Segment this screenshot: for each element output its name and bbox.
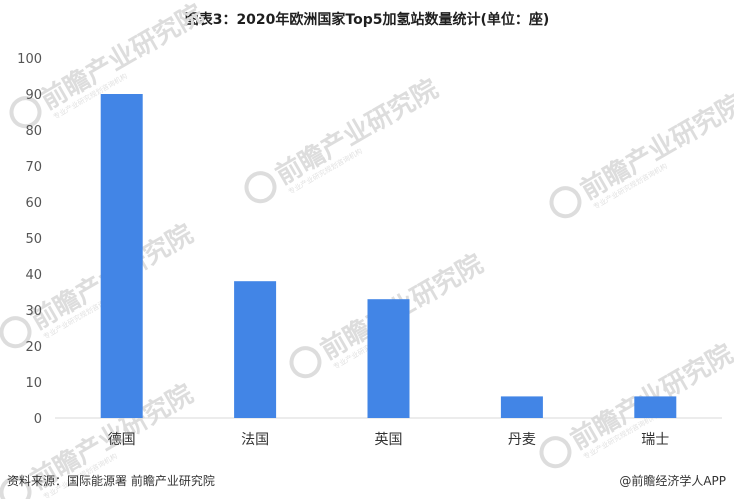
x-category-label: 法国 — [241, 432, 269, 448]
y-tick-label: 0 — [34, 412, 42, 427]
watermark-logo-icon — [244, 171, 277, 204]
y-tick-label: 30 — [25, 304, 42, 319]
bar — [634, 396, 677, 418]
watermark-brand: 前瞻产业研究院 — [270, 73, 443, 191]
y-tick-label: 20 — [25, 340, 42, 355]
credit-note: @前瞻经济学人APP — [619, 474, 726, 488]
bar — [500, 396, 543, 418]
chart-title: 图表3：2020年欧洲国家Top5加氢站数量统计(单位：座) — [184, 12, 550, 28]
watermark-logo-icon — [9, 96, 42, 129]
source-note: 资料来源：国际能源署 前瞻产业研究院 — [7, 474, 215, 488]
watermark-logo-icon — [549, 186, 582, 219]
watermark-logo-icon — [0, 316, 32, 349]
bar — [234, 281, 277, 418]
x-axis-labels: 德国 法国 英国 丹麦 瑞士 — [108, 431, 670, 448]
bar — [100, 94, 143, 418]
y-tick-label: 100 — [17, 52, 42, 67]
y-tick-label: 80 — [25, 124, 42, 139]
y-tick-label: 60 — [25, 196, 42, 211]
watermark-logo-icon — [289, 346, 322, 379]
x-category-label: 英国 — [375, 431, 403, 448]
y-tick-label: 50 — [25, 232, 42, 247]
watermark-logo-icon — [0, 476, 32, 499]
y-axis-ticks: 0 10 20 30 40 50 60 70 80 90 100 — [17, 52, 42, 427]
bar-series — [100, 94, 677, 418]
y-tick-label: 10 — [25, 376, 42, 391]
watermark-logo-icon — [539, 436, 572, 469]
x-category-label: 德国 — [108, 432, 136, 448]
y-tick-label: 40 — [25, 268, 42, 283]
y-tick-label: 90 — [25, 88, 42, 103]
x-category-label: 瑞士 — [641, 432, 669, 448]
x-category-label: 丹麦 — [508, 432, 536, 448]
y-tick-label: 70 — [25, 160, 42, 175]
watermark-brand: 前瞻产业研究院 — [575, 88, 734, 206]
bar — [367, 299, 410, 418]
